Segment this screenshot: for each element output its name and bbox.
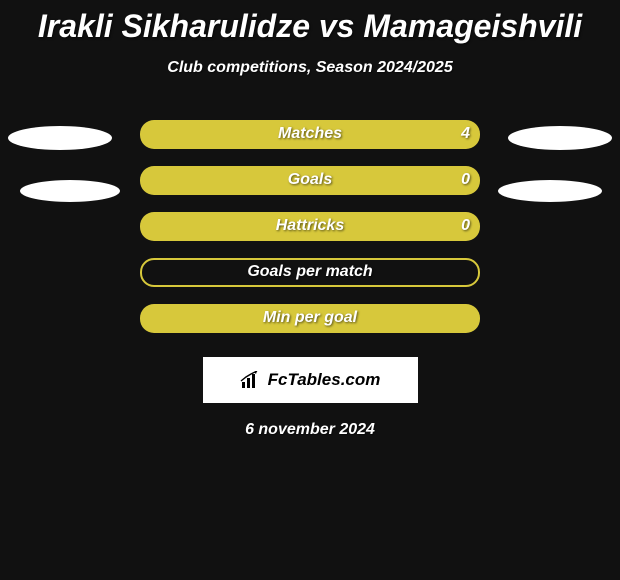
- stat-row-min-per-goal: Min per goal: [0, 295, 620, 341]
- stat-label: Goals: [140, 171, 480, 189]
- stat-label: Matches: [140, 125, 480, 143]
- stat-pill: Matches 4: [140, 120, 480, 149]
- subtitle: Club competitions, Season 2024/2025: [0, 59, 620, 77]
- stat-pill: Min per goal: [140, 304, 480, 333]
- stat-label: Min per goal: [140, 309, 480, 327]
- stat-value-right: 4: [461, 125, 470, 143]
- stats-container: Matches 4 Goals 0 Hattricks 0 Goals per …: [0, 111, 620, 341]
- chart-icon: [240, 371, 262, 389]
- site-logo: FcTables.com: [203, 357, 418, 403]
- stat-pill: Hattricks 0: [140, 212, 480, 241]
- stat-label: Hattricks: [140, 217, 480, 235]
- stat-row-hattricks: Hattricks 0: [0, 203, 620, 249]
- stat-row-goals: Goals 0: [0, 157, 620, 203]
- stat-value-right: 0: [461, 171, 470, 189]
- stat-label: Goals per match: [142, 263, 478, 281]
- stat-pill: Goals 0: [140, 166, 480, 195]
- stat-value-right: 0: [461, 217, 470, 235]
- stat-row-goals-per-match: Goals per match: [0, 249, 620, 295]
- stat-pill: Goals per match: [140, 258, 480, 287]
- logo-text: FcTables.com: [268, 370, 381, 390]
- stat-row-matches: Matches 4: [0, 111, 620, 157]
- date-label: 6 november 2024: [0, 421, 620, 439]
- page-title: Irakli Sikharulidze vs Mamageishvili: [0, 0, 620, 45]
